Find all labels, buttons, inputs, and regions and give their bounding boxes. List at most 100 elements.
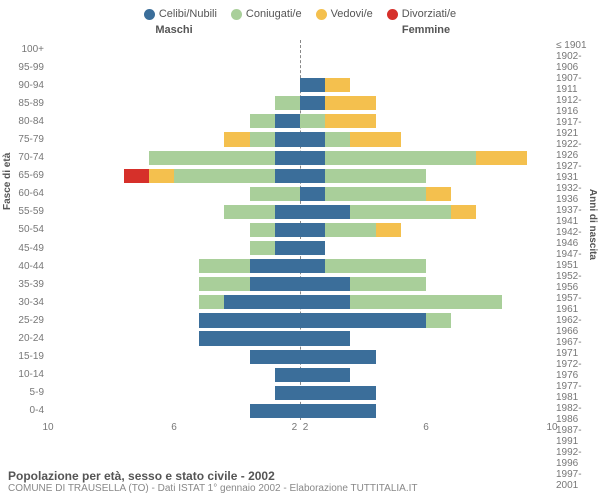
legend-swatch	[316, 9, 327, 20]
bar-seg	[199, 259, 249, 273]
bar-seg	[426, 313, 451, 327]
bar-seg	[325, 96, 375, 110]
legend-item: Divorziati/e	[387, 8, 456, 20]
pyramid-row	[48, 221, 552, 239]
bar-seg	[300, 350, 376, 364]
bar-seg	[376, 223, 401, 237]
ytick-age: 100+	[0, 40, 48, 58]
bar-seg	[325, 132, 350, 146]
pyramid-row	[48, 130, 552, 148]
bar-seg	[250, 241, 275, 255]
ytick-birth: 1972-1976	[552, 359, 600, 381]
ytick-birth: 1967-1971	[552, 337, 600, 359]
legend-label: Vedovi/e	[331, 8, 373, 20]
xtick: 6	[423, 422, 429, 433]
xtick: 6	[171, 422, 177, 433]
bar-seg	[325, 169, 426, 183]
chart-area: 100+95-9990-9485-8980-8475-7970-7465-696…	[0, 40, 600, 420]
ytick-age: 95-99	[0, 58, 48, 76]
bar-seg	[325, 223, 375, 237]
pyramid-row	[48, 40, 552, 58]
bar-seg	[300, 78, 325, 92]
pyramid-row	[48, 330, 552, 348]
ytick-birth: 1962-1966	[552, 315, 600, 337]
bar-seg	[300, 114, 325, 128]
ytick-age: 30-34	[0, 293, 48, 311]
ytick-age: 20-24	[0, 330, 48, 348]
bar-seg	[124, 169, 149, 183]
legend-swatch	[231, 9, 242, 20]
bar-seg	[250, 223, 275, 237]
label-male: Maschi	[48, 24, 300, 36]
label-female: Femmine	[300, 24, 552, 36]
bar-seg	[224, 132, 249, 146]
bar-seg	[199, 313, 300, 327]
bar-seg	[350, 132, 400, 146]
pyramid-row	[48, 167, 552, 185]
pyramid-row	[48, 58, 552, 76]
bar-seg	[275, 368, 300, 382]
bar-seg	[275, 151, 300, 165]
bar-seg	[476, 151, 526, 165]
ytick-age: 75-79	[0, 130, 48, 148]
ytick-birth: 1927-1931	[552, 161, 600, 183]
bar-seg	[149, 169, 174, 183]
rows	[48, 40, 552, 420]
legend-label: Coniugati/e	[246, 8, 302, 20]
legend: Celibi/Nubili Coniugati/e Vedovi/e Divorzia…	[0, 0, 600, 24]
ytick-birth: ≤ 1901	[552, 40, 600, 51]
pyramid-row	[48, 112, 552, 130]
pyramid-row	[48, 275, 552, 293]
bar-seg	[325, 259, 426, 273]
yaxis-age: 100+95-9990-9485-8980-8475-7970-7465-696…	[0, 40, 48, 420]
bar-seg	[224, 205, 274, 219]
footer: Popolazione per età, sesso e stato civil…	[8, 469, 592, 494]
ytick-age: 10-14	[0, 366, 48, 384]
pyramid-row	[48, 257, 552, 275]
ytick-birth: 1952-1956	[552, 271, 600, 293]
pyramid-row	[48, 366, 552, 384]
bar-seg	[300, 277, 350, 291]
ytick-birth: 1922-1926	[552, 139, 600, 161]
legend-label: Divorziati/e	[402, 8, 456, 20]
ytick-age: 80-84	[0, 112, 48, 130]
ytick-age: 35-39	[0, 275, 48, 293]
bar-seg	[300, 96, 325, 110]
legend-swatch	[387, 9, 398, 20]
ytick-age: 40-44	[0, 257, 48, 275]
bar-seg	[325, 151, 476, 165]
pyramid-row	[48, 76, 552, 94]
bar-seg	[300, 205, 350, 219]
ytick-birth: 1902-1906	[552, 51, 600, 73]
bar-seg	[300, 132, 325, 146]
bar-seg	[224, 295, 300, 309]
axis-title-left: Fasce di età	[2, 153, 13, 210]
bar-seg	[275, 241, 300, 255]
ytick-birth: 1992-1996	[552, 447, 600, 469]
top-labels: Maschi Femmine	[0, 24, 600, 40]
bar-seg	[250, 187, 300, 201]
bar-seg	[325, 78, 350, 92]
bar-seg	[451, 205, 476, 219]
bar-seg	[300, 331, 350, 345]
pyramid-row	[48, 94, 552, 112]
bar-seg	[300, 241, 325, 255]
bar-seg	[199, 331, 300, 345]
xtick: 10	[42, 422, 53, 433]
bar-seg	[275, 132, 300, 146]
bar-seg	[300, 368, 350, 382]
plot	[48, 40, 552, 420]
legend-swatch	[144, 9, 155, 20]
footer-subtitle: COMUNE DI TRAUSELLA (TO) - Dati ISTAT 1°…	[8, 483, 592, 494]
bar-seg	[250, 277, 300, 291]
xticks-right: 2610	[300, 422, 552, 433]
bar-seg	[275, 386, 300, 400]
bar-seg	[250, 259, 300, 273]
legend-item: Celibi/Nubili	[144, 8, 217, 20]
bar-seg	[149, 151, 275, 165]
bar-seg	[300, 169, 325, 183]
pyramid-row	[48, 185, 552, 203]
bar-seg	[300, 386, 376, 400]
bar-seg	[350, 277, 426, 291]
xtick: 10	[546, 422, 557, 433]
